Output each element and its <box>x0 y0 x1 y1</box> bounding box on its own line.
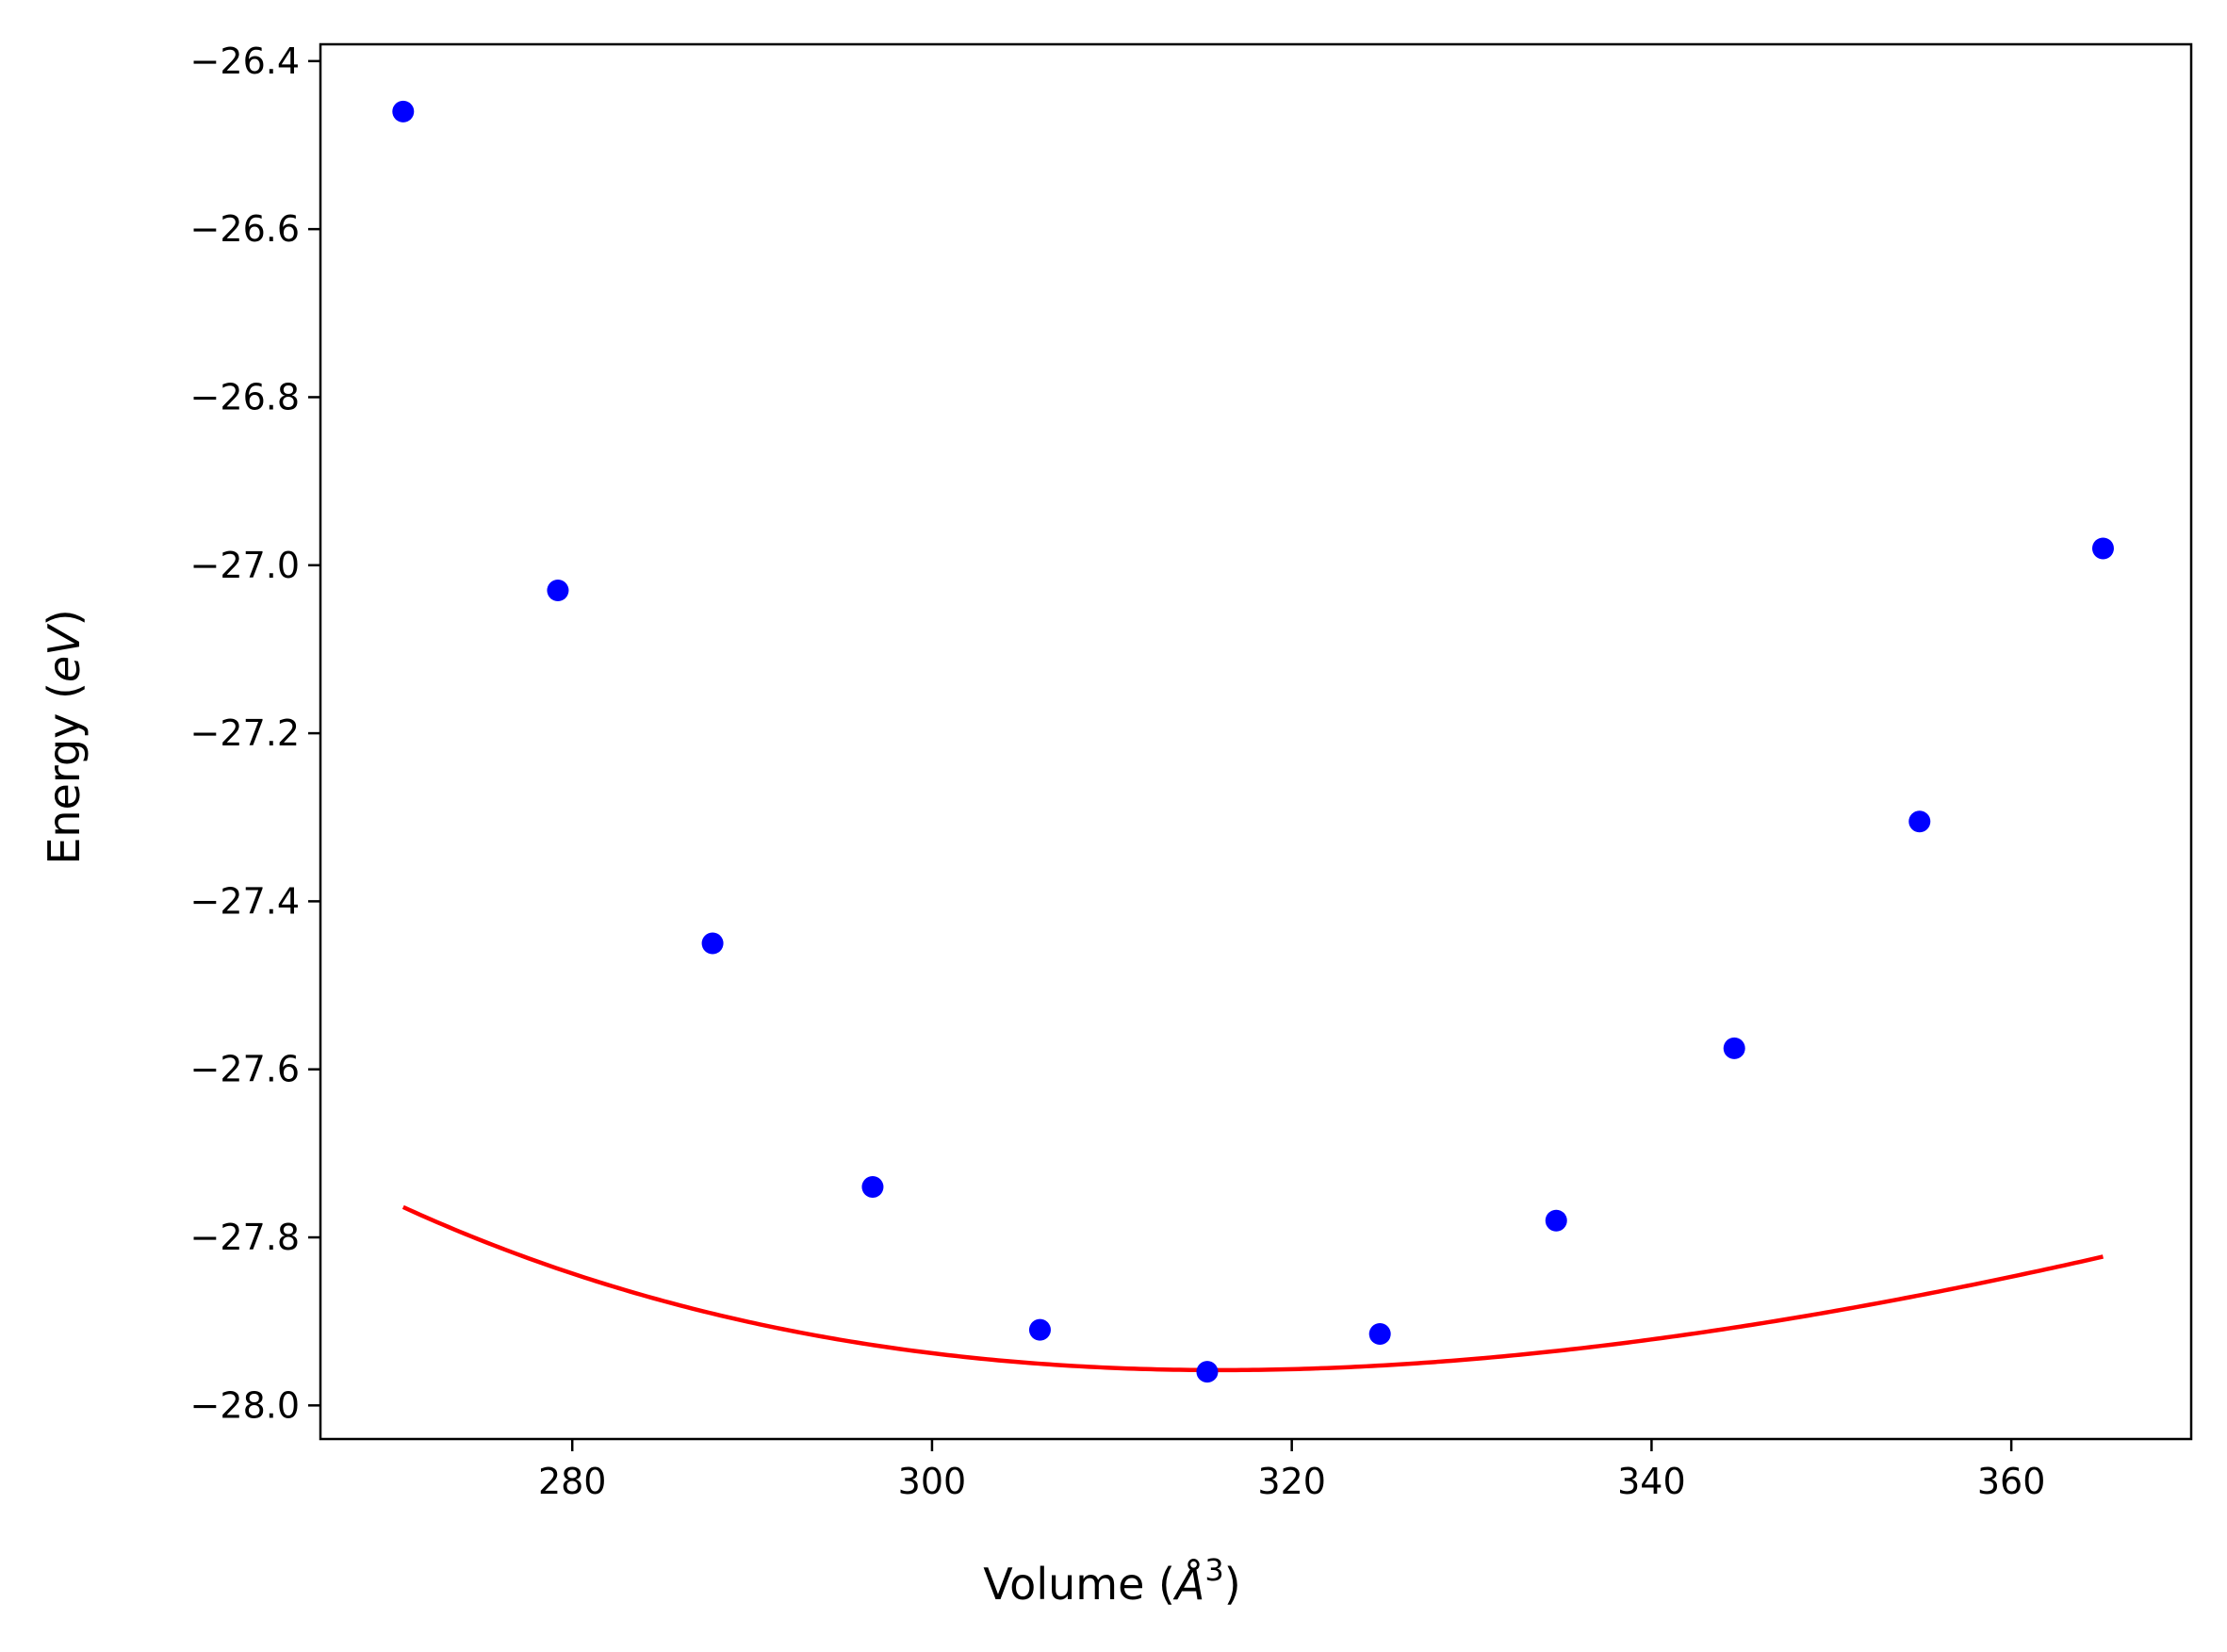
y-tick-label: −26.4 <box>190 41 300 82</box>
y-axis-label-text: Energy ( <box>39 682 90 865</box>
data-point <box>1368 1323 1391 1346</box>
x-tick-label: 300 <box>898 1461 967 1502</box>
y-axis-label: Energy (eV) <box>39 609 90 864</box>
data-point <box>861 1176 884 1199</box>
x-axis-ticks: 280 300 320 340 360 <box>538 1439 2045 1502</box>
x-tick-label: 360 <box>1977 1461 2046 1502</box>
fit-curve <box>401 1204 2104 1373</box>
data-point <box>1028 1318 1051 1341</box>
x-tick-label: 280 <box>538 1461 607 1502</box>
x-axis-label-close: ) <box>1224 1559 1241 1610</box>
x-axis-label-text: Volume ( <box>983 1559 1175 1610</box>
x-axis-label-unit: Å <box>1172 1559 1204 1610</box>
y-axis-ticks: −28.0 −27.8 −27.6 −27.4 −27.2 −27.0 −26.8 −26.6… <box>190 41 320 1426</box>
y-tick-label: −27.4 <box>190 880 300 922</box>
x-axis-label: Volume (Å3) <box>983 1552 1240 1610</box>
y-tick-label: −26.6 <box>190 208 300 250</box>
y-tick-label: −27.6 <box>190 1049 300 1090</box>
data-points-layer <box>392 100 2114 1383</box>
data-point <box>1908 810 1931 833</box>
y-tick-label: −28.0 <box>190 1384 300 1426</box>
x-axis-label-exponent: 3 <box>1204 1552 1223 1588</box>
data-point <box>701 932 724 955</box>
data-point <box>1196 1361 1219 1383</box>
data-point <box>392 100 415 123</box>
y-tick-label: −27.8 <box>190 1217 300 1258</box>
x-tick-label: 320 <box>1257 1461 1326 1502</box>
data-point <box>547 580 569 602</box>
fit-curve-layer <box>401 1204 2104 1373</box>
y-tick-label: −27.0 <box>190 545 300 586</box>
y-axis-label-close: ) <box>39 609 90 626</box>
data-point <box>1723 1037 1745 1059</box>
data-point <box>1545 1209 1567 1232</box>
y-axis-label-unit: eV <box>39 623 90 682</box>
plot-frame <box>319 42 2193 1441</box>
data-point <box>2091 537 2114 560</box>
y-tick-label: −27.2 <box>190 712 300 754</box>
y-tick-label: −26.8 <box>190 376 300 417</box>
x-tick-label: 340 <box>1617 1461 1686 1502</box>
